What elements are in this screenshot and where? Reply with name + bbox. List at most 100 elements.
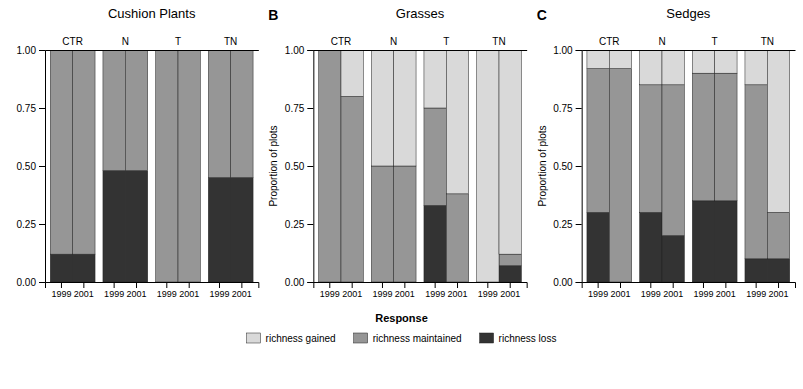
legend-title: Response: [375, 312, 428, 324]
tick-label: 0.00: [553, 277, 573, 288]
tick-mark: [166, 282, 167, 288]
tick: 1999: [51, 282, 71, 299]
tick: 1.00: [285, 45, 313, 56]
tick-mark: [576, 50, 582, 51]
tick: 1999: [641, 282, 661, 299]
tick-label: 2001: [395, 289, 415, 299]
tick-mark: [778, 282, 779, 288]
x-axis-group: 19992001: [693, 282, 735, 299]
bars: [319, 50, 522, 282]
bar-segment: [208, 178, 230, 282]
tick-label: 0.25: [285, 219, 305, 230]
panel: 0.000.250.500.751.0019992001199920011999…: [17, 6, 259, 299]
bar-segment: [662, 236, 684, 282]
group-label: T: [175, 36, 181, 47]
tick-label: 2001: [179, 289, 199, 299]
tick-label: 2001: [610, 289, 630, 299]
bar-segment: [587, 69, 609, 213]
tick-mark: [435, 282, 436, 288]
bar-segment: [371, 50, 393, 166]
x-axis: [314, 283, 527, 289]
y-axis: 0.000.250.500.751.00: [17, 45, 46, 288]
tick: 0.50: [285, 161, 313, 172]
bar-segment: [587, 50, 609, 69]
tick-mark: [703, 282, 704, 288]
tick: T: [175, 36, 181, 47]
tick-mark: [61, 282, 62, 288]
tick: 1.00: [17, 45, 45, 56]
bar-segment: [156, 50, 178, 282]
bar-segment: [394, 50, 416, 166]
tick-label: 0.50: [553, 161, 573, 172]
bar-segment: [446, 50, 468, 194]
group-axis: CTRNTTN: [46, 36, 259, 51]
bar-segment: [231, 178, 253, 282]
tick-mark: [307, 50, 313, 51]
x-axis: [46, 283, 259, 289]
tick: 2001: [448, 282, 468, 299]
bar-segment: [371, 166, 393, 282]
legend-label: richness gained: [266, 333, 336, 344]
tick-mark: [352, 282, 353, 288]
group-axis: CTRNTTN: [314, 36, 527, 51]
tick-label: 1999: [693, 289, 713, 299]
bar-segment: [715, 201, 737, 282]
axis-line: [576, 51, 583, 283]
bar-segment: [231, 50, 253, 178]
bar-segment: [609, 50, 631, 69]
tick-label: 0.50: [17, 161, 37, 172]
x-axis-group: 19992001: [425, 282, 467, 299]
bar-segment: [640, 212, 662, 282]
tick-label: 0.75: [285, 103, 305, 114]
group-label: N: [658, 36, 665, 47]
bar-segment: [640, 85, 662, 213]
group-label: N: [390, 36, 397, 47]
bar-segment: [394, 166, 416, 282]
tick: 2001: [716, 282, 736, 299]
bar-segment: [745, 85, 767, 259]
bar-segment: [640, 50, 662, 85]
chart: 0.000.250.500.751.0019992001199920011999…: [0, 0, 803, 389]
tick-mark: [457, 282, 458, 288]
bar-segment: [499, 266, 521, 282]
bar-segment: [125, 171, 147, 282]
tick: CTR: [599, 36, 620, 47]
tick: CTR: [62, 36, 83, 47]
y-axis: 0.000.250.500.751.00: [553, 45, 582, 288]
bar-segment: [103, 50, 125, 171]
tick: 1999: [209, 282, 229, 299]
tick-label: 2001: [769, 289, 789, 299]
tick: 2001: [769, 282, 789, 299]
tick-mark: [189, 282, 190, 288]
tick-label: 2001: [716, 289, 736, 299]
tick-mark: [307, 108, 313, 109]
tick: 1999: [320, 282, 340, 299]
tick: 0.75: [553, 103, 581, 114]
y-axis-title: Proportion of plots: [268, 125, 279, 206]
bar-segment: [609, 69, 631, 282]
tick: TN: [224, 36, 237, 47]
tick: 1999: [157, 282, 177, 299]
tick-label: 1999: [425, 289, 445, 299]
bar-segment: [715, 73, 737, 201]
axis-line: [314, 283, 527, 289]
bar-segment: [587, 212, 609, 282]
bar-segment: [208, 50, 230, 178]
axis-line: [582, 50, 795, 51]
bar-segment: [73, 50, 95, 254]
tick-label: 2001: [448, 289, 468, 299]
axis-line: [46, 50, 259, 51]
tick: 2001: [74, 282, 94, 299]
tick: 0.00: [553, 277, 581, 288]
tick: 2001: [500, 282, 520, 299]
tick-label: 1.00: [285, 45, 305, 56]
tick-mark: [650, 282, 651, 288]
panel-label: C: [537, 7, 547, 23]
tick-mark: [39, 224, 45, 225]
x-axis-group: 19992001: [641, 282, 683, 299]
tick-label: 2001: [663, 289, 683, 299]
tick-mark: [620, 282, 621, 288]
tick-label: 0.00: [285, 277, 305, 288]
bar-segment: [499, 254, 521, 266]
tick-label: 0.00: [17, 277, 37, 288]
